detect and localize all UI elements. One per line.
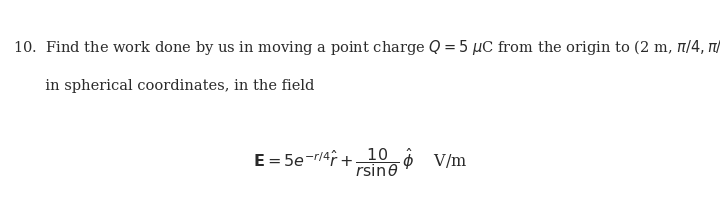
Text: $\mathbf{E} = 5e^{-r/4}\hat{r} + \dfrac{10}{r\sin\theta}\,\hat{\phi}\quad$ V/m: $\mathbf{E} = 5e^{-r/4}\hat{r} + \dfrac{… — [253, 146, 467, 179]
Text: in spherical coordinates, in the field: in spherical coordinates, in the field — [13, 79, 315, 93]
Text: 10.  Find the work done by us in moving a point charge $Q = 5\ \mu$C from the or: 10. Find the work done by us in moving a… — [13, 38, 720, 57]
